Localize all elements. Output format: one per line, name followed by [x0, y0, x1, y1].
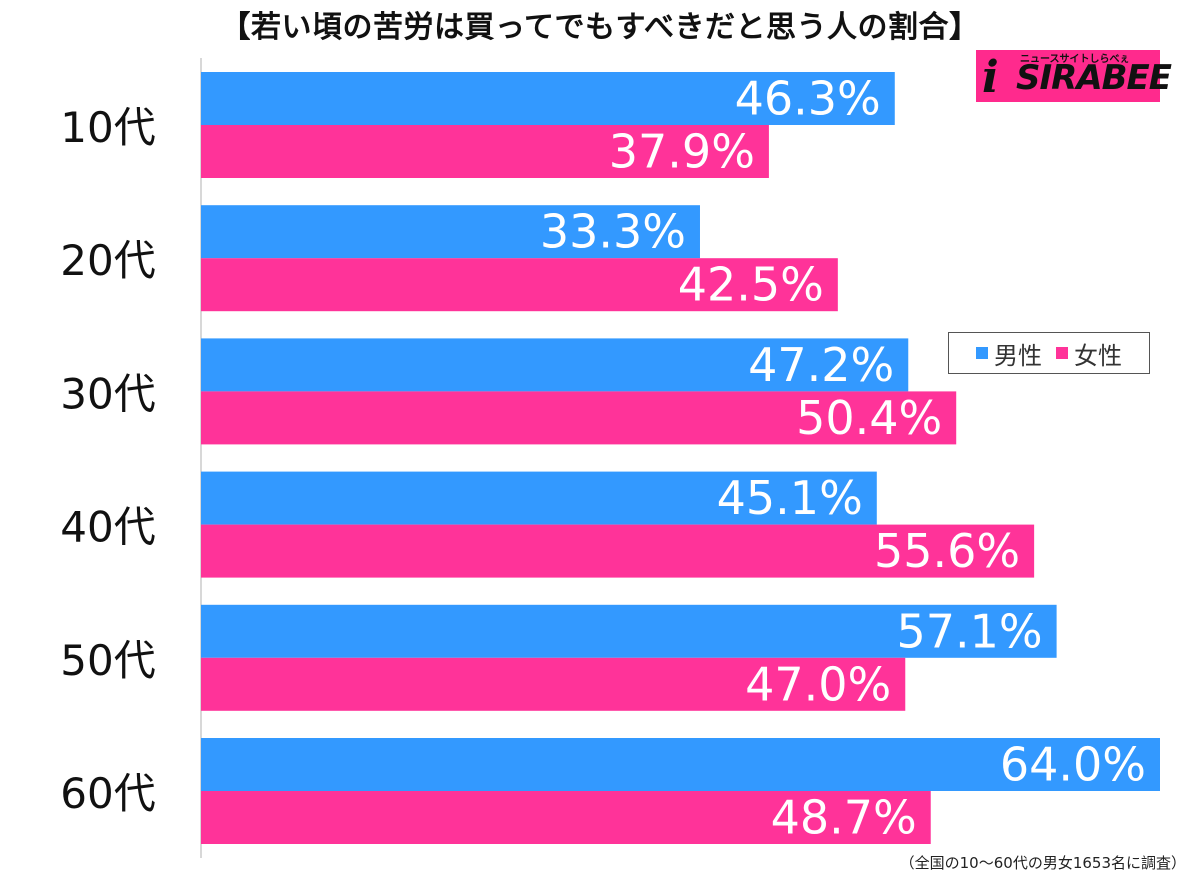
bar-female-4	[201, 657, 906, 711]
footnote: （全国の10〜60代の男女1653名に調査）	[899, 854, 1186, 872]
bar-female-0	[201, 125, 769, 178]
bar-male-2	[201, 338, 909, 392]
logo-wordmark: SIRABEE	[1016, 58, 1172, 98]
data-label-male-5: 64.0%	[1000, 738, 1146, 792]
chart-title: 【若い頃の苦労は買ってでもすべきだと思う人の割合】	[220, 10, 980, 45]
category-label-5: 60代	[60, 769, 155, 818]
data-label-female-2: 50.4%	[796, 391, 942, 445]
bar-male-1	[201, 205, 700, 259]
legend-item-male: 男性	[976, 336, 1042, 371]
category-label-0: 10代	[60, 103, 155, 152]
category-label-2: 30代	[60, 369, 155, 418]
legend: 男性 女性	[948, 332, 1150, 374]
data-label-male-2: 47.2%	[748, 338, 894, 392]
data-label-male-4: 57.1%	[896, 604, 1042, 658]
data-label-female-4: 47.0%	[745, 657, 891, 711]
category-label-4: 50代	[60, 636, 155, 685]
legend-item-female: 女性	[1056, 336, 1122, 371]
category-label-1: 20代	[60, 236, 155, 285]
bar-male-3	[201, 471, 877, 525]
data-label-male-1: 33.3%	[540, 205, 686, 259]
category-label-3: 40代	[60, 503, 155, 552]
legend-swatch-female	[1056, 347, 1068, 359]
legend-label-female: 女性	[1074, 341, 1122, 370]
logo-initial: i	[982, 52, 999, 103]
legend-label-male: 男性	[994, 341, 1042, 370]
data-label-female-1: 42.5%	[678, 258, 824, 312]
bar-male-0	[201, 72, 895, 125]
logo-subtitle: ニュースサイトしらべぇ	[1020, 54, 1130, 65]
data-label-male-3: 45.1%	[717, 471, 863, 525]
bar-female-2	[201, 391, 957, 445]
bar-female-3	[201, 524, 1035, 578]
data-label-female-5: 48.7%	[771, 791, 917, 845]
bar-male-4	[201, 604, 1057, 658]
bar-female-5	[201, 791, 931, 844]
bar-female-1	[201, 258, 838, 312]
data-label-female-0: 37.9%	[609, 125, 755, 179]
legend-swatch-male	[976, 347, 988, 359]
bar-male-5	[201, 738, 1160, 791]
sirabee-logo: i ニュースサイトしらべぇ SIRABEE	[976, 50, 1172, 103]
data-label-female-3: 55.6%	[874, 524, 1020, 578]
data-label-male-0: 46.3%	[735, 72, 881, 126]
